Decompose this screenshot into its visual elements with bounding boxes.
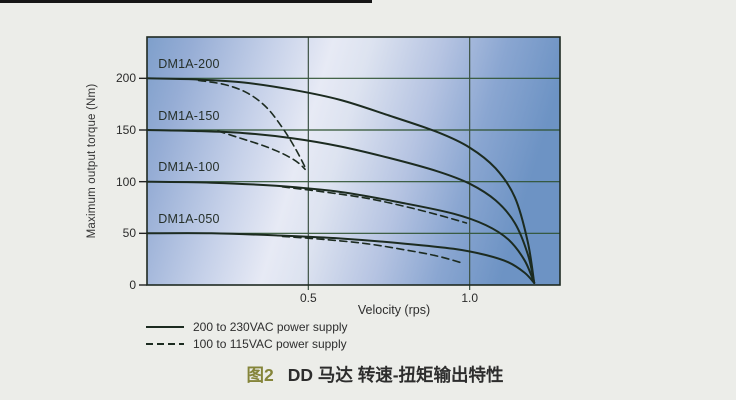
x-axis-title: Velocity (rps) [357, 303, 431, 317]
x-tick-0.5: 0.5 [299, 291, 317, 305]
curve-label-DM1A-200: DM1A-200 [158, 56, 220, 71]
legend-row: 200 to 230VAC power supply [146, 318, 348, 335]
figure-title: DD 马达 转速-扭矩输出特性 [287, 365, 504, 385]
legend-label: 100 to 115VAC power supply [193, 336, 347, 351]
scan-edge-bar [0, 0, 372, 3]
y-tick-50: 50 [122, 226, 136, 241]
y-tick-200: 200 [115, 71, 136, 86]
x-tick-1.0: 1.0 [461, 291, 478, 305]
plot-area [139, 36, 561, 290]
solid-line-swatch [146, 325, 184, 328]
y-tick-150: 150 [115, 123, 136, 137]
dashed-line-swatch [146, 342, 184, 345]
curve-label-DM1A-100: DM1A-100 [158, 160, 220, 175]
figure-caption: 图2 DD 马达 转速-扭矩输出特性 [150, 362, 600, 387]
y-tick-100: 100 [115, 174, 136, 189]
legend-row: 100 to 115VAC power supply [146, 335, 348, 352]
curve-label-DM1A-050: DM1A-050 [158, 211, 220, 226]
figure-number: 图2 [246, 365, 274, 385]
y-axis-title: Maximum output torque (Nm) [86, 83, 98, 239]
legend: 200 to 230VAC power supply 100 to 115VAC … [146, 318, 348, 352]
y-tick-0: 0 [129, 278, 136, 292]
curve-label-DM1A-150: DM1A-150 [158, 108, 220, 123]
legend-label: 200 to 230VAC power supply [193, 319, 348, 334]
